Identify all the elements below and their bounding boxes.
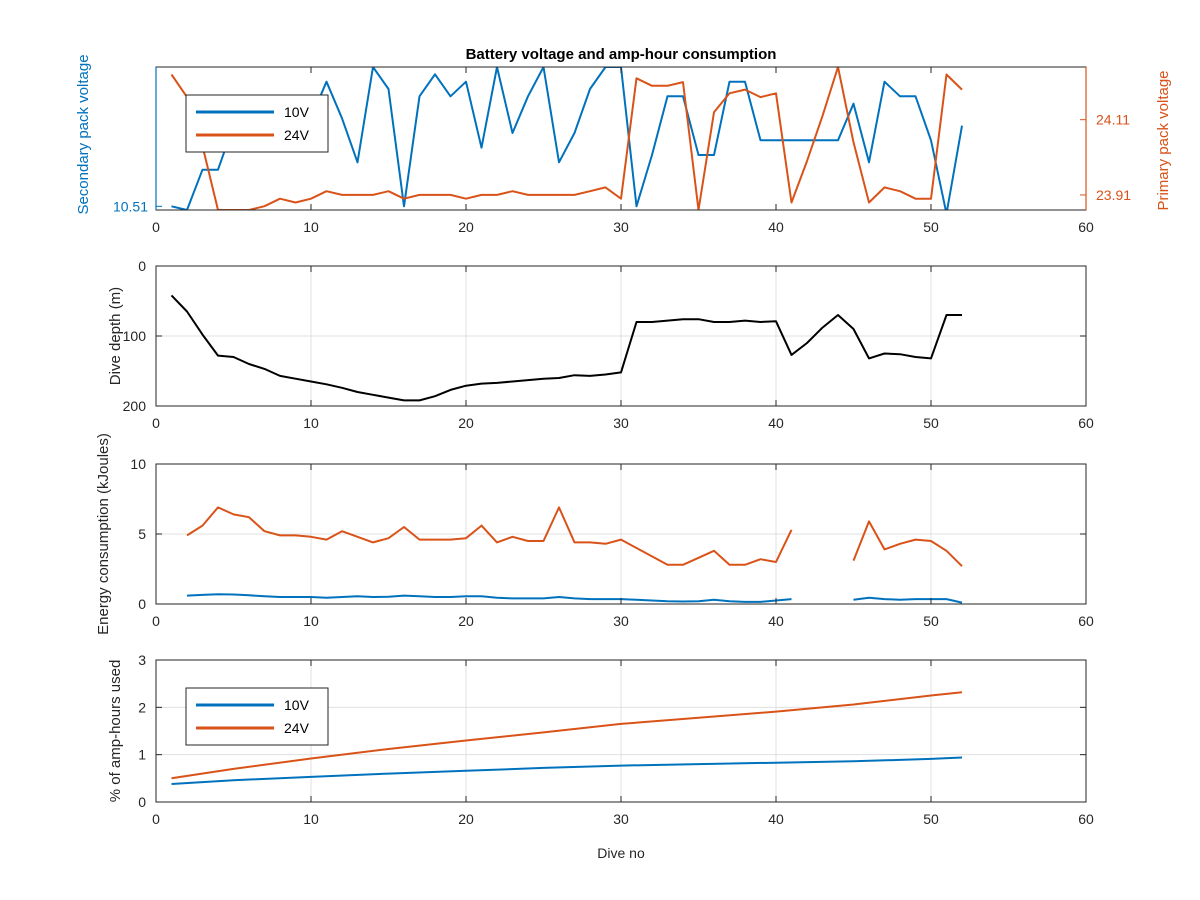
x-tick-label: 10 xyxy=(303,219,319,235)
24v-series-line xyxy=(170,67,963,210)
y-tick-label: 200 xyxy=(123,398,147,414)
x-tick-label: 30 xyxy=(613,811,629,827)
x-tick-label: 40 xyxy=(768,811,784,827)
y-tick-label: 0 xyxy=(138,258,146,274)
x-tick-label: 20 xyxy=(458,613,474,629)
legend-box xyxy=(185,687,329,746)
24v-series-line xyxy=(171,691,963,780)
y-tick-label: 2 xyxy=(138,699,146,715)
y-axis-label: Energy consumption (kJoules) xyxy=(95,433,112,635)
y-tick-label-right: 24.11 xyxy=(1096,112,1130,128)
energy-panel: 0 10 20 30 40 50 60 0 5 10 Energy consumption (kJo… xyxy=(95,433,1094,635)
x-tick-label: 30 xyxy=(613,613,629,629)
24v-series-line xyxy=(186,506,963,567)
y-tick-label: 100 xyxy=(123,328,147,344)
10v-series-line xyxy=(186,593,963,604)
x-tick-label: 60 xyxy=(1078,613,1094,629)
depth-series-line xyxy=(170,294,962,402)
x-tick-label: 10 xyxy=(303,811,319,827)
legend-label: 24V xyxy=(284,127,310,143)
y-tick-label: 0 xyxy=(138,596,146,612)
x-tick-label: 60 xyxy=(1078,415,1094,431)
x-tick-label: 0 xyxy=(152,415,160,431)
y-tick-label: 1 xyxy=(138,747,146,763)
x-tick-label: 60 xyxy=(1078,811,1094,827)
x-tick-label: 20 xyxy=(458,219,474,235)
x-tick-label: 50 xyxy=(923,613,939,629)
x-tick-label: 0 xyxy=(152,219,160,235)
depth-panel: 0 10 20 30 40 50 60 0 100 200 Dive depth (m) xyxy=(107,258,1094,431)
x-tick-label: 20 xyxy=(458,811,474,827)
y-tick-label: 10 xyxy=(130,456,146,472)
legend-box xyxy=(185,94,329,153)
y-axis-label: % of amp-hours used xyxy=(107,660,124,803)
y-tick-label: 0 xyxy=(138,794,146,810)
x-tick-label: 60 xyxy=(1078,219,1094,235)
x-tick-label: 40 xyxy=(768,219,784,235)
y-tick-label: 5 xyxy=(138,526,146,542)
right-y-axis-label: Primary pack voltage xyxy=(1155,70,1172,210)
legend-label: 10V xyxy=(284,697,310,713)
x-tick-label: 0 xyxy=(152,811,160,827)
x-tick-label: 10 xyxy=(303,613,319,629)
legend-label: 10V xyxy=(284,104,310,120)
x-tick-label: 30 xyxy=(613,415,629,431)
voltage-panel: 0 10 20 30 40 50 60 10.51 23.91 24.11 Battery volt… xyxy=(75,46,1172,235)
x-tick-label: 0 xyxy=(152,613,160,629)
x-tick-label: 30 xyxy=(613,219,629,235)
x-tick-label: 40 xyxy=(768,613,784,629)
legend-label: 24V xyxy=(284,720,310,736)
10v-series-line xyxy=(171,756,963,785)
y-tick-label-right: 23.91 xyxy=(1096,187,1131,203)
chart-title: Battery voltage and amp-hour consumption xyxy=(466,46,777,63)
y-tick-label: 3 xyxy=(138,652,146,668)
x-tick-label: 20 xyxy=(458,415,474,431)
x-tick-label: 50 xyxy=(923,415,939,431)
x-axis-label: Dive no xyxy=(597,845,645,861)
y-tick-label-left: 10.51 xyxy=(113,198,148,214)
x-tick-label: 10 xyxy=(303,415,319,431)
x-tick-label: 40 xyxy=(768,415,784,431)
left-y-axis-label: Secondary pack voltage xyxy=(75,54,92,214)
x-tick-label: 50 xyxy=(923,219,939,235)
x-tick-label: 50 xyxy=(923,811,939,827)
y-axis-label: Dive depth (m) xyxy=(107,287,124,385)
